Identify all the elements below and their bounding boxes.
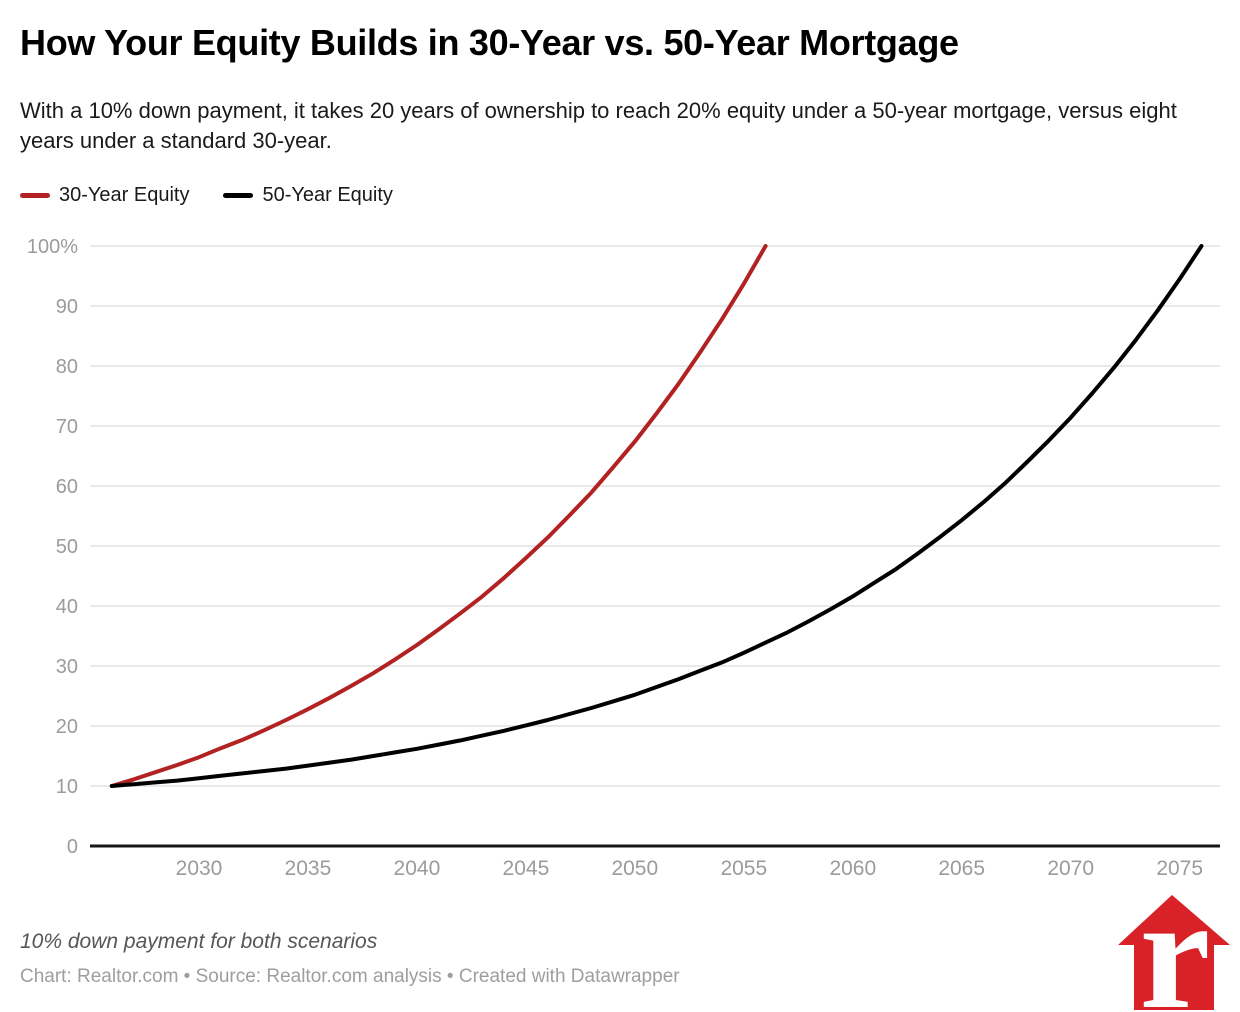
chart-title: How Your Equity Builds in 30-Year vs. 50… <box>20 22 959 63</box>
logo-house-icon <box>1118 895 1230 1010</box>
x-tick-label: 2070 <box>1047 857 1094 880</box>
series-line-50-year-equity <box>109 244 1204 788</box>
legend-label-50-year: 50-Year Equity <box>262 184 393 206</box>
y-tick-label: 80 <box>56 356 78 378</box>
legend-item-50-year: 50-Year Equity <box>223 184 393 207</box>
chart-credit: Chart: Realtor.com • Source: Realtor.com… <box>20 966 680 987</box>
x-tick-label: 2030 <box>176 857 223 880</box>
y-tick-label: 90 <box>56 296 78 318</box>
y-tick-label: 70 <box>56 416 78 438</box>
chart-subtitle: With a 10% down payment, it takes 20 yea… <box>20 98 1177 154</box>
x-tick-label: 2035 <box>285 857 332 880</box>
logo-letter: r <box>1139 895 1210 1010</box>
series-line-30-year-equity <box>109 244 768 788</box>
legend: 30-Year Equity 50-Year Equity <box>20 184 393 207</box>
x-tick-label: 2050 <box>611 857 658 880</box>
y-tick-label: 0 <box>67 836 78 858</box>
legend-swatch-30-year-icon <box>20 193 50 198</box>
y-tick-label: 60 <box>56 476 78 498</box>
legend-label-30-year: 30-Year Equity <box>59 184 190 206</box>
x-tick-label: 2045 <box>503 857 550 880</box>
y-tick-label: 100% <box>27 236 78 258</box>
x-tick-label: 2060 <box>829 857 876 880</box>
x-tick-label: 2040 <box>394 857 441 880</box>
x-tick-label: 2075 <box>1156 857 1203 880</box>
legend-swatch-50-year-icon <box>223 193 254 198</box>
legend-item-30-year: 30-Year Equity <box>20 184 189 207</box>
y-tick-label: 40 <box>56 596 78 618</box>
chart-footnote: 10% down payment for both scenarios <box>20 930 378 953</box>
x-tick-label: 2065 <box>938 857 985 880</box>
y-tick-label: 10 <box>56 776 78 798</box>
x-tick-label: 2055 <box>720 857 767 880</box>
y-tick-label: 50 <box>56 536 78 558</box>
y-tick-label: 30 <box>56 656 78 678</box>
realtor-logo: r <box>1118 895 1230 1010</box>
y-tick-label: 20 <box>56 716 78 738</box>
